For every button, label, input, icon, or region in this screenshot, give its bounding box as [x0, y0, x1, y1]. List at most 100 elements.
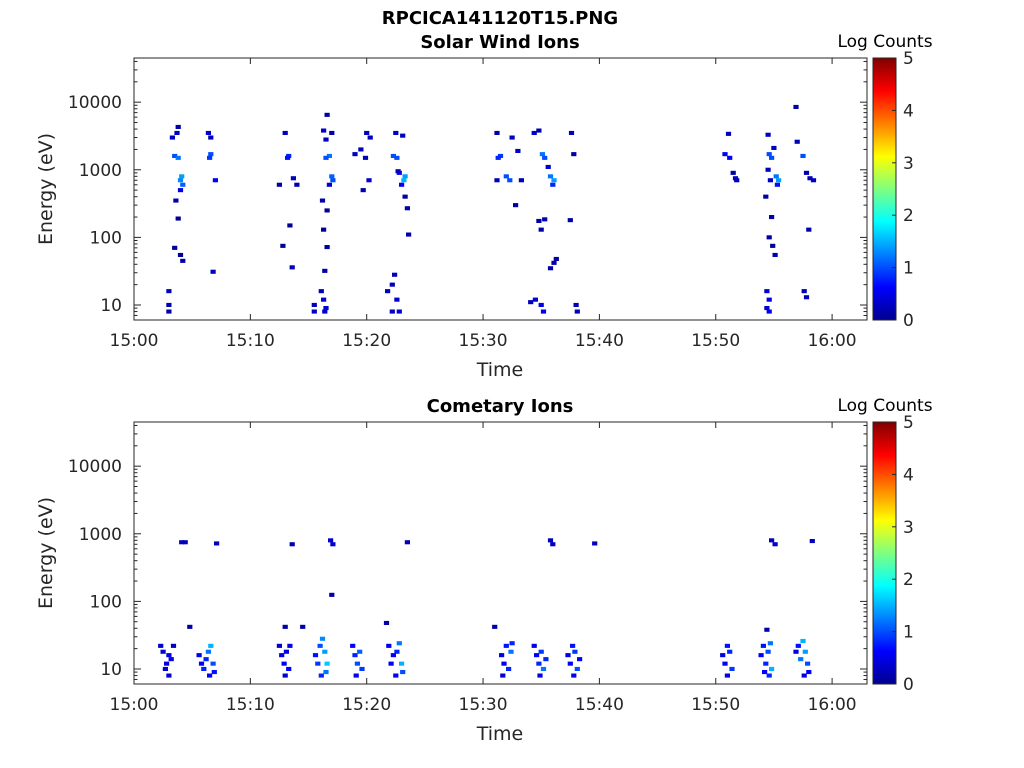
heatmap-cell — [515, 148, 521, 153]
heatmap-cell — [547, 174, 554, 179]
heatmap-cell — [536, 661, 542, 666]
heatmap-cell — [577, 657, 583, 662]
heatmap-cell — [169, 135, 175, 140]
heatmap-cell — [393, 673, 399, 678]
heatmap-cell — [281, 661, 287, 666]
heatmap-cell — [507, 178, 513, 183]
heatmap-cell — [177, 178, 184, 183]
heatmap-cell — [567, 661, 573, 666]
y-ticks-solar-wind: 10 100 1000 10000 — [68, 60, 867, 321]
heatmap-cell — [312, 653, 319, 658]
heatmap-cell — [773, 174, 779, 179]
x-tick-label: 15:20 — [342, 695, 391, 715]
heatmap-cell — [399, 182, 405, 187]
heatmap-cell — [542, 217, 548, 222]
heatmap-cell — [360, 188, 366, 193]
heatmap-cell — [571, 673, 577, 678]
heatmap-cell — [404, 540, 410, 545]
heatmap-cell — [282, 130, 288, 135]
heatmap-cell — [501, 661, 507, 666]
heatmap-cell — [318, 673, 324, 678]
heatmap-cell — [207, 673, 213, 678]
heatmap-cell — [394, 649, 400, 654]
heatmap-cell — [366, 178, 372, 183]
heatmap-cell — [801, 673, 807, 678]
heatmap-cell — [350, 643, 356, 648]
y-tick-label: 10 — [100, 296, 122, 316]
heatmap-cell — [402, 194, 408, 199]
heatmap-cell — [286, 666, 292, 671]
heatmap-cell — [322, 268, 328, 273]
x-axis-label-cometary: Time — [476, 723, 524, 745]
heatmap-cell — [406, 232, 412, 237]
heatmap-cell — [187, 624, 193, 629]
heatmap-cell — [795, 643, 801, 648]
heatmap-cell — [166, 289, 172, 294]
heatmap-cell — [294, 182, 300, 187]
heatmap-cell — [794, 139, 800, 144]
heatmap-cell — [289, 265, 295, 270]
heatmap-cell — [180, 258, 186, 263]
heatmap-cell — [806, 670, 812, 675]
heatmap-cell — [283, 649, 289, 654]
heatmap-cell — [509, 641, 515, 646]
heatmap-cell — [551, 178, 557, 183]
heatmap-cell — [385, 289, 391, 294]
heatmap-cell — [528, 300, 534, 305]
heatmap-cell — [285, 155, 291, 160]
colorbar-tick-label: 2 — [903, 206, 914, 226]
y-tick-label: 10000 — [68, 93, 122, 113]
colorbar-tick-label: 2 — [903, 570, 914, 590]
heatmap-cell — [282, 624, 288, 629]
heatmap-cell — [725, 131, 732, 136]
heatmap-cell — [776, 178, 782, 183]
heatmap-cell — [772, 542, 778, 547]
heatmap-cell — [326, 182, 332, 187]
colorbar-tick-label: 1 — [903, 259, 914, 279]
colorbar-ticks-solar-wind: 0 1 2 3 4 5 — [892, 49, 914, 331]
heatmap-cell — [364, 130, 370, 135]
y-tick-label: 100 — [90, 228, 122, 248]
cometary-ions-panel: Cometary Ions 15:00 15:10 15:20 15:30 15:40 1… — [35, 396, 933, 745]
heatmap-cell — [290, 176, 296, 181]
heatmap-cell — [323, 306, 329, 311]
x-tick-label: 15:50 — [691, 331, 740, 351]
heatmap-cell — [571, 152, 577, 157]
heatmap-cell — [722, 152, 728, 157]
heatmap-cell — [210, 269, 216, 274]
heatmap-cell — [329, 174, 335, 179]
colorbar-tick-label: 1 — [903, 623, 914, 643]
heatmap-cell — [538, 302, 544, 307]
x-tick-label: 15:20 — [342, 331, 391, 351]
heatmap-cell — [164, 661, 170, 666]
heatmap-cell — [574, 666, 580, 671]
heatmap-cell — [321, 227, 327, 232]
heatmap-cell — [769, 666, 775, 671]
heatmap-cell — [542, 155, 548, 160]
colorbar-tick-label: 4 — [903, 101, 914, 121]
heatmap-cell — [766, 152, 772, 157]
heatmap-cell — [179, 174, 185, 179]
heatmap-cell — [203, 657, 209, 662]
colorbar-solar-wind — [872, 57, 897, 321]
heatmap-cell — [166, 309, 172, 314]
heatmap-cell — [208, 152, 214, 157]
heatmap-cell — [179, 540, 185, 545]
panel-title-solar-wind: Solar Wind Ions — [420, 32, 579, 53]
heatmap-cell — [162, 666, 168, 671]
heatmap-cell — [764, 289, 770, 294]
heatmap-cell — [160, 649, 166, 654]
heatmap-cell — [198, 661, 205, 666]
heatmap-cell — [172, 153, 178, 158]
heatmap-cell — [359, 666, 365, 671]
heatmap-cell — [769, 538, 775, 543]
heatmap-cell — [321, 297, 327, 302]
heatmap-cell — [724, 643, 730, 648]
heatmap-cell — [315, 661, 321, 666]
heatmap-cell — [324, 245, 330, 250]
heatmap-cell — [322, 649, 328, 654]
x-tick-label: 15:00 — [110, 695, 159, 715]
heatmap-cell — [763, 194, 769, 199]
heatmap-cell — [352, 152, 358, 157]
heatmap-cell — [353, 673, 359, 678]
